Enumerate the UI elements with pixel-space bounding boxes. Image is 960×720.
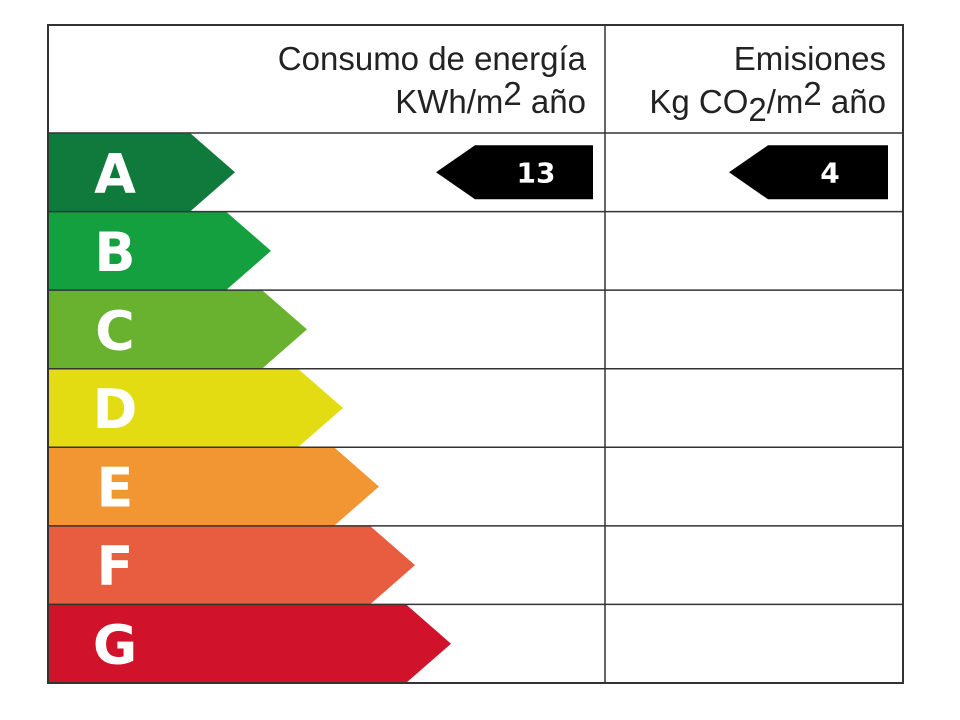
energy-title: Consumo de energía [278, 40, 587, 77]
rating-letter: A [94, 142, 136, 205]
emissions-unit-text: Kg CO [649, 83, 748, 120]
energy-indicator [436, 145, 593, 200]
rating-arrow [48, 525, 415, 605]
rating-arrow [48, 133, 235, 212]
rating-arrow [48, 368, 343, 448]
rating-arrow [48, 447, 379, 526]
emissions-unit-sup: 2 [803, 75, 821, 112]
energy-unit: KWh/m2 año [395, 75, 586, 120]
rating-arrow [48, 290, 307, 369]
emissions-unit-sub: 2 [748, 91, 766, 128]
rating-letter: C [95, 299, 135, 362]
rating-arrow [48, 211, 271, 291]
emissions-unit-end: año [822, 83, 886, 120]
emissions-unit-mid: /m [767, 83, 804, 120]
energy-unit-end: año [522, 83, 586, 120]
frame [47, 24, 904, 684]
emissions-indicator [729, 145, 888, 200]
emissions-title: Emisiones [734, 40, 886, 77]
emissions-value: 4 [820, 156, 839, 189]
rating-letter: D [93, 378, 138, 441]
rating-arrow [48, 604, 451, 683]
rating-letter: B [94, 221, 135, 284]
energy-value: 13 [517, 156, 556, 189]
rating-letter: E [97, 457, 134, 520]
emissions-unit: Kg CO2/m2 año [649, 75, 886, 128]
rating-letter: G [93, 614, 137, 677]
energy-unit-sup: 2 [503, 75, 521, 112]
rating-letter: F [97, 535, 134, 598]
energy-unit-text: KWh/m [395, 83, 503, 120]
